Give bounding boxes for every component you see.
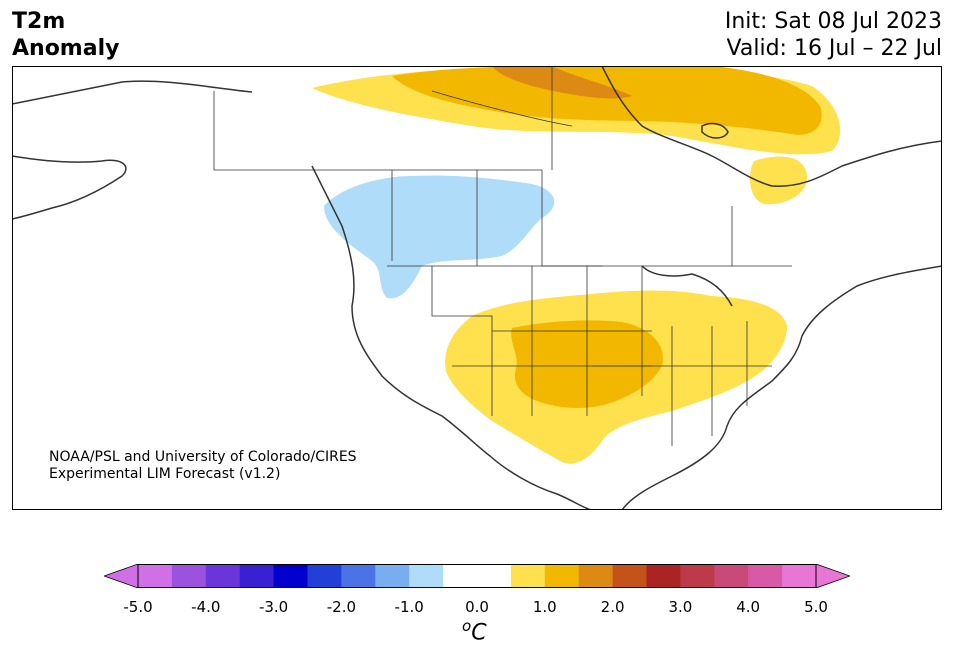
unit-degree: o xyxy=(462,617,472,635)
colorbar-segment xyxy=(646,564,681,588)
map-title: T2m Anomaly xyxy=(12,8,119,62)
colorbar-segment xyxy=(680,564,715,588)
colorbar-under-triangle xyxy=(104,564,139,588)
colorbar-segment xyxy=(341,564,376,588)
colorbar-segment xyxy=(578,564,614,588)
colorbar-outline xyxy=(137,564,817,588)
credit-line-2: Experimental LIM Forecast (v1.2) xyxy=(49,466,281,482)
colorbar-segment xyxy=(375,564,410,588)
colorbar-segment xyxy=(782,564,817,588)
colorbar-tick-label: 3.0 xyxy=(668,598,693,616)
coastlines xyxy=(12,66,942,510)
colorbar-tick-label: -1.0 xyxy=(394,598,424,616)
colorbar-segment xyxy=(544,564,580,588)
colorbar-segment xyxy=(409,564,444,588)
colorbar-segment xyxy=(205,564,241,588)
valid-range: Valid: 16 Jul – 22 Jul xyxy=(726,36,942,61)
colorbar-tick-label: -4.0 xyxy=(191,598,221,616)
colorbar-tick-label: -2.0 xyxy=(326,598,357,616)
colorbar-tick-label: -5.0 xyxy=(123,598,153,616)
colorbar-segment xyxy=(138,564,173,588)
colorbar-tick-label: 5.0 xyxy=(804,598,828,616)
colorbar-segment xyxy=(714,564,749,588)
colorbar-tick-label: 1.0 xyxy=(532,598,557,616)
colorbar-tick-label: 2.0 xyxy=(600,598,625,616)
colorbar-segment xyxy=(239,564,275,588)
colorbar-segment xyxy=(273,564,308,588)
colorbar-tick-label: 0.0 xyxy=(465,598,489,616)
colorbar-tick-label: -3.0 xyxy=(258,598,289,616)
colorbar-over-triangle xyxy=(815,564,850,588)
colorbar-unit: oC xyxy=(462,617,487,645)
title-line-2: Anomaly xyxy=(12,36,120,61)
colorbar-segments xyxy=(138,564,817,588)
colorbar-segment xyxy=(510,564,546,588)
colorbar-segment xyxy=(443,564,478,588)
colorbar-tick-label: 4.0 xyxy=(736,598,761,616)
colorbar xyxy=(104,564,850,588)
credit-text: NOAA/PSL and University of Colorado/CIRE… xyxy=(49,449,357,483)
state-borders xyxy=(213,66,792,446)
colorbar-segment xyxy=(307,564,342,588)
colorbar-segment xyxy=(477,564,512,588)
credit-line-1: NOAA/PSL and University of Colorado/CIRE… xyxy=(49,449,357,465)
title-line-1: T2m xyxy=(12,9,66,34)
colorbar-segment xyxy=(748,564,783,588)
colorbar-segment xyxy=(612,564,647,588)
unit-letter: C xyxy=(471,620,487,646)
forecast-dates: Init: Sat 08 Jul 2023 Valid: 16 Jul – 22… xyxy=(725,8,942,62)
anomaly-map[interactable] xyxy=(12,66,942,510)
map-svg xyxy=(12,66,942,510)
init-date: Init: Sat 08 Jul 2023 xyxy=(724,9,942,34)
colorbar-segment xyxy=(171,564,207,588)
